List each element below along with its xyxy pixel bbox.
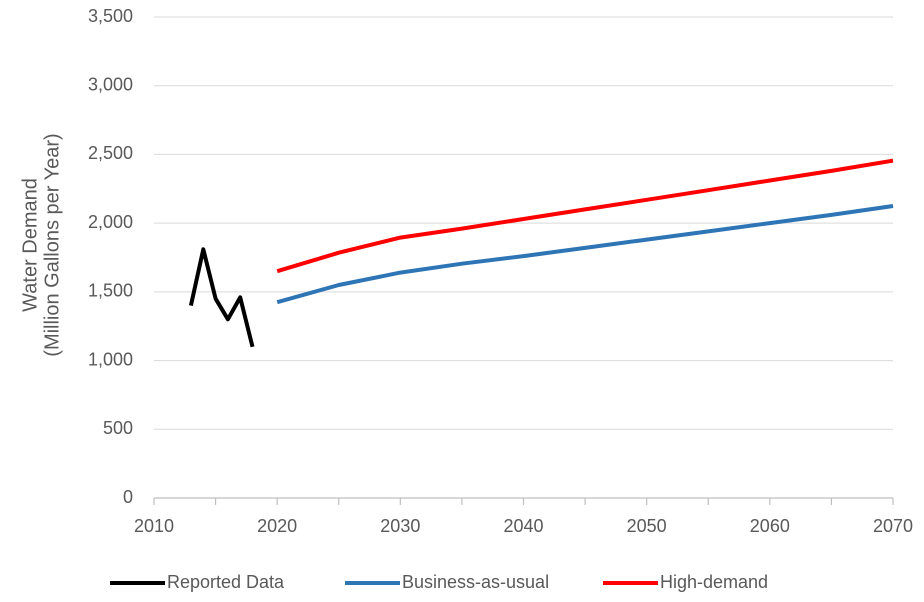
- x-tick-label-2040: 2040: [503, 516, 543, 536]
- x-tick-label-2060: 2060: [750, 516, 790, 536]
- x-axis-tick-labels: 2010 2020 2030 2040 2050 2060 2070: [134, 516, 913, 536]
- x-tick-label-2070: 2070: [873, 516, 913, 536]
- y-tick-label-3500: 3,500: [88, 6, 133, 26]
- x-tick-label-2010: 2010: [134, 516, 174, 536]
- legend: Reported Data Business-as-usual High-deman…: [110, 572, 768, 592]
- legend-label-reported-data: Reported Data: [167, 572, 285, 592]
- y-tick-label-2500: 2,500: [88, 143, 133, 163]
- series-line-high-demand: [276, 158, 894, 274]
- y-axis-title: Water Demand (Million Gallons per Year): [19, 133, 63, 356]
- x-tick-label-2020: 2020: [257, 516, 297, 536]
- y-axis-tick-labels: 0 500 1,000 1,500 2,000 2,500 3,000 3,500: [88, 6, 133, 507]
- x-axis: [153, 497, 894, 505]
- y-tick-label-1500: 1,500: [88, 281, 133, 301]
- series-line-business-as-usual: [276, 204, 894, 305]
- series-lines: [188, 158, 894, 348]
- y-tick-label-2000: 2,000: [88, 212, 133, 232]
- y-tick-label-1000: 1,000: [88, 349, 133, 369]
- y-axis-title-line-1: Water Demand: [19, 178, 41, 312]
- gridlines: [154, 16, 893, 430]
- y-tick-label-500: 500: [103, 418, 133, 438]
- series-line-reported-data: [188, 247, 255, 348]
- legend-label-high-demand: High-demand: [660, 572, 768, 592]
- y-tick-label-3000: 3,000: [88, 74, 133, 94]
- x-tick-label-2030: 2030: [380, 516, 420, 536]
- legend-label-business-as-usual: Business-as-usual: [402, 572, 549, 592]
- y-axis-title-line-2: (Million Gallons per Year): [41, 133, 63, 356]
- y-tick-label-0: 0: [123, 487, 133, 507]
- x-tick-label-2050: 2050: [627, 516, 667, 536]
